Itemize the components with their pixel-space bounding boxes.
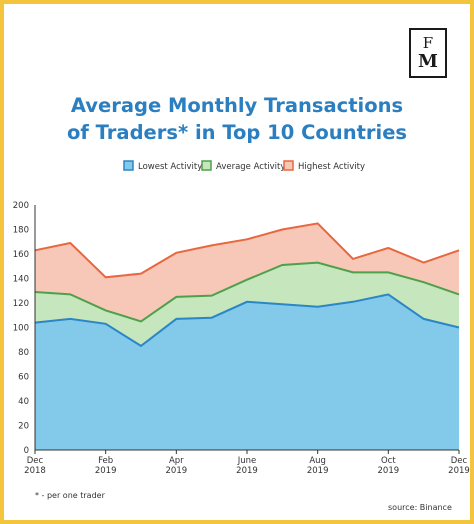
x-tick-label-month: Dec — [451, 456, 468, 466]
y-tick-label: 80 — [18, 348, 29, 358]
x-tick-label-year: 2019 — [307, 466, 329, 476]
y-tick-label: 20 — [18, 422, 29, 432]
line-highest — [34, 222, 460, 279]
legend-label-lowest: Lowest Activity — [138, 162, 202, 172]
legend-swatch-highest — [283, 160, 294, 171]
axes: 020406080100120140160180200Dec2018Feb201… — [13, 201, 470, 476]
line-average — [34, 261, 460, 323]
y-tick-label: 140 — [13, 275, 29, 285]
area-series — [34, 222, 460, 450]
legend-label-highest: Highest Activity — [298, 162, 365, 172]
chart-title-line-2: of Traders* in Top 10 Countries — [66, 121, 408, 144]
y-tick-label: 100 — [13, 324, 29, 334]
footnote: * - per one trader — [35, 491, 106, 500]
area-lowest — [35, 294, 459, 450]
chart-title-line-1: Average Monthly Transactions — [70, 94, 404, 117]
legend-label-average: Average Activity — [216, 162, 285, 172]
x-tick-label-year: 2019 — [166, 466, 188, 476]
y-tick-label: 60 — [18, 373, 29, 383]
y-tick-label: 180 — [13, 226, 29, 236]
legend-swatch-average — [201, 160, 212, 171]
legend: Lowest Activity Average Activity Highest A… — [123, 160, 365, 172]
fm-logo: F M — [409, 28, 447, 78]
legend-swatch-lowest — [123, 160, 134, 171]
y-tick-label: 120 — [13, 299, 29, 309]
x-tick-label-year: 2019 — [236, 466, 258, 476]
x-tick-label-month: Aug — [309, 456, 326, 466]
y-tick-label: 160 — [13, 250, 29, 260]
x-tick-label-month: Dec — [27, 456, 44, 466]
x-tick-label-year: 2019 — [448, 466, 470, 476]
x-tick-label-month: Apr — [169, 456, 184, 466]
y-tick-label: 200 — [13, 201, 29, 211]
source-note: source: Binance — [388, 503, 452, 512]
x-tick-label-year: 2019 — [95, 466, 117, 476]
x-tick-label-month: June — [237, 456, 257, 466]
y-tick-label: 0 — [24, 446, 29, 456]
y-tick-label: 40 — [18, 397, 29, 407]
x-tick-label-year: 2019 — [378, 466, 400, 476]
x-tick-label-month: Oct — [381, 456, 396, 466]
logo-letter-m: M — [418, 50, 438, 72]
chart-title: Average Monthly Transactions of Traders*… — [30, 92, 444, 146]
x-tick-label-year: 2018 — [24, 466, 46, 476]
x-tick-label-month: Feb — [98, 456, 113, 466]
line-lowest — [34, 293, 460, 348]
logo-letter-f: F — [422, 33, 434, 52]
